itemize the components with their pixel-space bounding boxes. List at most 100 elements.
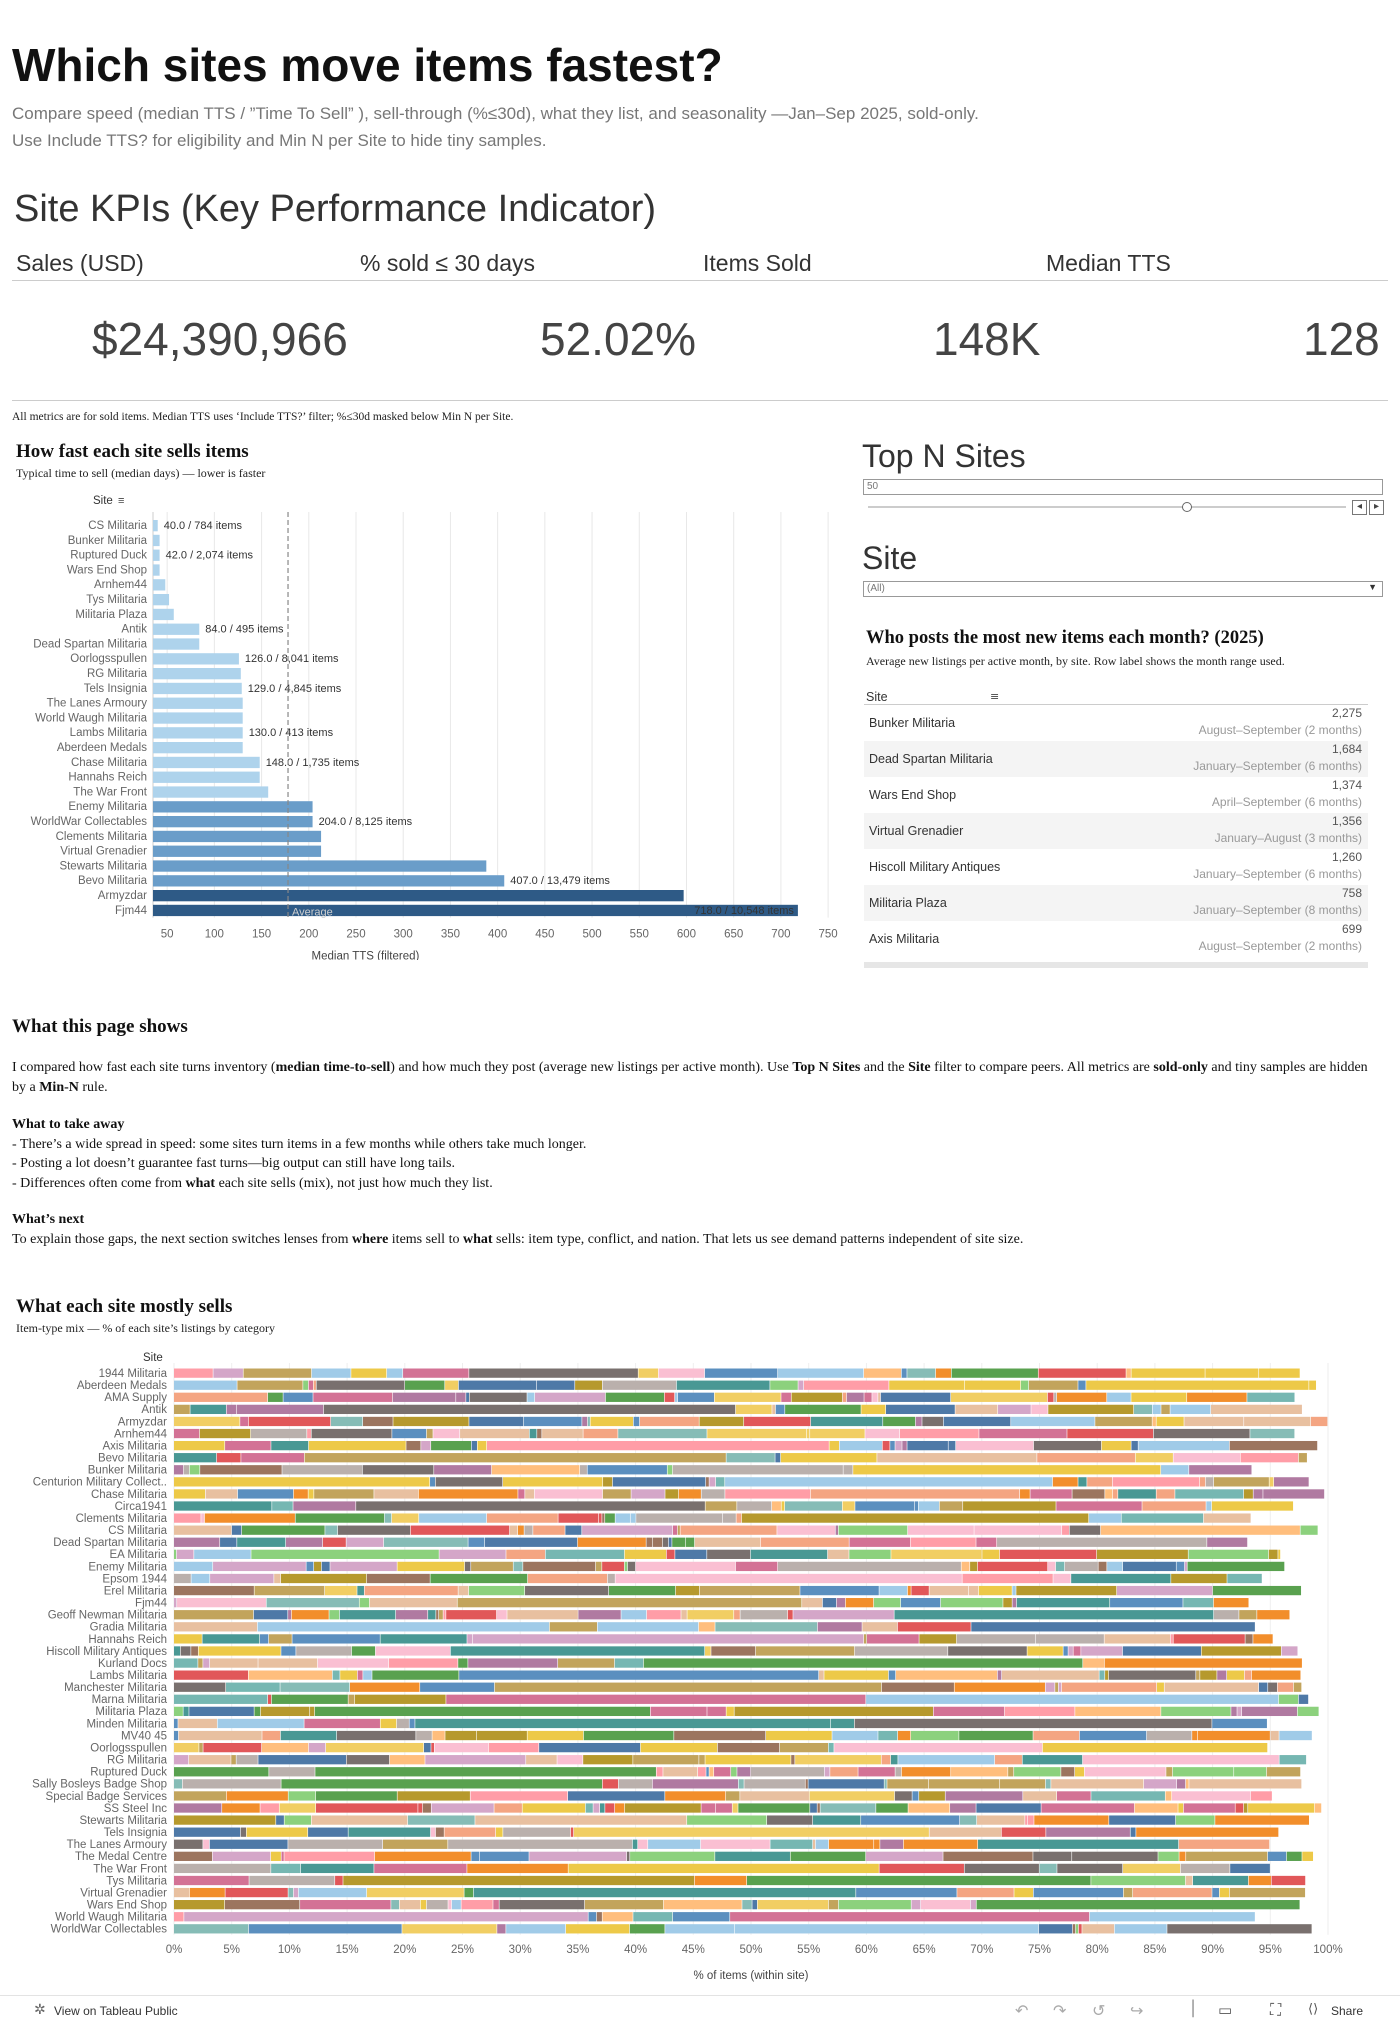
mix-segment [725,1477,1053,1487]
slider-next-button[interactable]: ▸ [1369,500,1384,515]
mix-segment [770,1380,798,1390]
mix-segment [675,1585,700,1596]
mix-segment [700,1839,770,1849]
mix-segment [775,1453,781,1463]
share-icon[interactable]: ⟨⟩ [1308,2002,1319,2017]
mix-segment [738,1779,744,1789]
top-n-slider-handle[interactable] [1182,502,1192,512]
mix-segment [174,1887,190,1898]
mix-segment [506,1549,545,1559]
mix-x-tick: 70% [970,1944,993,1956]
site-filter-dropdown[interactable]: (All) ▼ [863,581,1383,597]
mix-segment [694,1875,747,1886]
mix-segment [522,1803,586,1813]
mix-segment [494,1803,522,1813]
site-filter-value: (All) [867,583,885,594]
mix-segment [884,1779,887,1789]
revert-icon[interactable]: ↺ [1092,2001,1106,2020]
mix-segment [866,1851,943,1861]
sort-icon[interactable]: ≡ [990,690,1000,703]
mix-segment [1170,1634,1173,1644]
mix-segment [885,1404,955,1415]
mix-segment [1240,1453,1299,1463]
slider-prev-button[interactable]: ◂ [1352,500,1367,515]
mix-segment [770,1839,813,1849]
mix-segment [237,1380,303,1390]
mix-segment [872,1392,878,1402]
mix-segment [828,1839,874,1849]
mix-segment [583,1730,674,1741]
mix-segment [809,1791,895,1801]
redo-icon[interactable]: ↷ [1053,2001,1067,2020]
mix-segment [1227,1670,1245,1680]
mix-segment [1197,1730,1270,1741]
mix-segment [822,1598,837,1608]
mix-segment [734,1610,740,1620]
comment-icon[interactable]: ▭ [1218,2001,1233,2019]
fullscreen-icon[interactable]: ⛶ [1270,2000,1282,2019]
view-on-tableau-link[interactable]: View on Tableau Public [54,2004,178,2018]
mix-segment [672,1465,843,1475]
share-button[interactable]: Share [1331,2004,1364,2018]
mix-segment [445,1730,477,1741]
mix-segment [281,1851,284,1861]
speed-category-label: Oorlogsspullen [70,653,147,665]
mix-segment [1045,1779,1051,1789]
listing-range: August–September (2 months) [1198,939,1362,953]
mix-segment [1175,1489,1244,1499]
chevron-down-icon: ▼ [1368,582,1377,592]
mix-segment [174,1924,249,1934]
mix-segment [448,1839,633,1849]
mix-segment [527,1730,584,1741]
mix-segment [633,1755,699,1765]
mix-segment [899,1428,979,1439]
mix-segment [711,1646,756,1656]
mix-segment [471,1440,477,1451]
mix-segment [866,1694,1279,1704]
mix-segment [558,1658,615,1668]
mix-segment [311,1368,351,1378]
mix-segment [607,1573,615,1584]
mix-segment [1185,1875,1193,1886]
mix-segment [861,1815,960,1825]
mix-segment [1167,1924,1312,1934]
mix-segment [430,1573,528,1584]
next-heading: What’s next [12,1212,85,1227]
forward-icon[interactable]: ↪ [1130,2001,1144,2020]
listings-scrollbar[interactable] [864,962,1368,968]
mix-segment [473,1887,856,1898]
top-n-input[interactable]: 50 [863,479,1383,495]
mix-segment [451,1900,461,1910]
mix-segment [1213,1598,1249,1608]
mix-category-label: Tels Insignia [104,1827,168,1839]
mix-segment [939,1501,963,1511]
mix-segment [1286,1851,1302,1861]
mix-segment [584,1900,664,1910]
mix-segment [1302,1851,1314,1861]
top-n-slider-track[interactable] [868,506,1346,508]
mix-segment [818,1670,824,1680]
mix-segment [375,1646,451,1656]
mix-segment [1244,1416,1311,1427]
mix-segment [174,1501,272,1511]
mix-segment [887,1779,929,1789]
mix-segment [308,1827,348,1837]
mix-segment [372,1670,459,1680]
mix-segment [506,1924,566,1934]
kpi-sold30-label: % sold ≤ 30 days [360,250,535,276]
mix-segment [174,1585,254,1596]
speed-data-label: 126.0 / 8,041 items [245,653,339,665]
mix-category-label: Epsom 1944 [102,1573,167,1585]
mix-segment [428,1610,436,1620]
mix-segment [1146,1730,1192,1741]
mix-segment [1131,1440,1138,1451]
undo-icon[interactable]: ↶ [1015,2001,1029,2020]
mix-segment [525,1489,535,1499]
mix-segment [901,1767,951,1777]
mix-segment [174,1839,203,1849]
mix-segment [1033,1851,1072,1861]
mix-segment [976,1815,1025,1825]
mix-segment [997,1670,1002,1680]
mix-segment [251,1549,439,1559]
mix-segment [1091,1791,1165,1801]
